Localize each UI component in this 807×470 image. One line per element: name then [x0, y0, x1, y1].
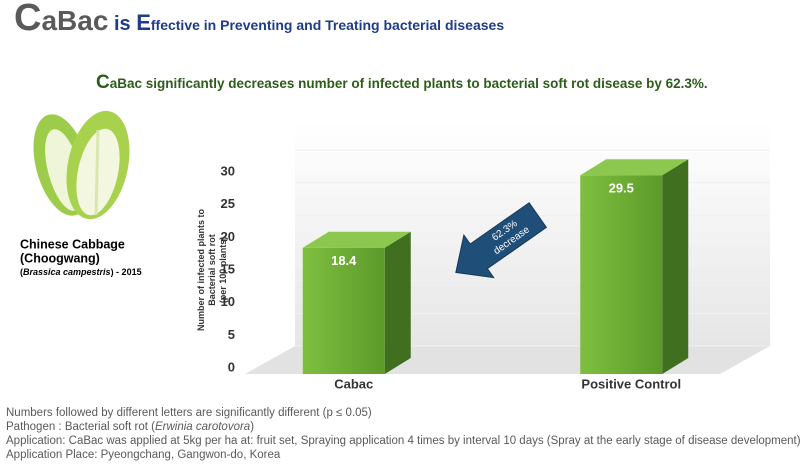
note: Pathogen : Bacterial soft rot (Erwinia c…: [6, 421, 254, 433]
bar-front: [580, 175, 663, 374]
note: Numbers followed by different letters ar…: [6, 407, 372, 419]
y-axis-label-line: Number of infected plants to: [196, 209, 206, 332]
y-tick-label: 20: [221, 229, 235, 244]
species-part: ) - 2015: [111, 267, 142, 277]
y-tick-label: 0: [228, 359, 235, 374]
subtitle-part: aBac significantly decreases number of i…: [110, 76, 708, 91]
arrow-shape: [455, 202, 548, 279]
bar-side: [384, 231, 411, 374]
crop-name: (Choogwang): [20, 251, 100, 265]
y-tick-label: 5: [228, 327, 235, 342]
note: Application Place: Pyeongchang, Gangwon-…: [6, 449, 280, 461]
bar: [580, 159, 689, 374]
bar-side: [662, 159, 689, 374]
y-tick-label: 15: [221, 261, 235, 276]
x-tick-label: Positive Control: [581, 376, 681, 391]
y-tick-label: 25: [221, 196, 235, 211]
subtitle-part: C: [96, 72, 110, 93]
note-text: Pathogen : Bacterial soft rot (: [6, 421, 155, 433]
value-label: 29.5: [609, 181, 634, 196]
title-part: ffective in Preventing and Treating bact…: [151, 17, 504, 33]
bar-front: [302, 247, 385, 374]
title: CaBac is Effective in Preventing and Tre…: [14, 0, 504, 39]
cabbage-image: [33, 110, 130, 220]
bar: [302, 231, 411, 374]
title-part: E: [136, 10, 151, 35]
plot-area: 0 5 10 15 20 25 30 Number of infected plants to…: [196, 122, 770, 391]
note: Application: CaBac was applied at 5kg pe…: [6, 435, 801, 447]
note-text: Erwinia carotovora: [154, 421, 251, 433]
crop-species: (Brassica campestris) - 2015: [20, 267, 142, 277]
y-tick-label: 10: [221, 294, 235, 309]
title-part: aBac: [41, 5, 108, 36]
subtitle: CaBac significantly decreases number of …: [96, 72, 708, 93]
bar-top: [580, 159, 689, 176]
y-axis-label: Number of infected plants toBacterial so…: [196, 209, 228, 332]
note-text: Application Place: Pyeongchang, Gangwon-…: [6, 449, 281, 461]
species-part: Brassica campestris: [23, 267, 111, 277]
value-label: 18.4: [331, 253, 357, 268]
species-part: (: [20, 267, 23, 277]
bar-top: [302, 231, 411, 248]
y-tick-label: 30: [221, 163, 235, 178]
y-axis-label-line: Bacterial soft rot: [207, 234, 217, 306]
note-text: Numbers followed by different letters ar…: [6, 407, 372, 419]
title-part: C: [14, 0, 41, 39]
y-axis-label-line: (per 100 plants): [218, 237, 228, 304]
crop-name: Chinese Cabbage: [20, 237, 125, 251]
note-text: ): [250, 421, 255, 433]
title-part: is: [108, 13, 136, 35]
x-tick-label: Cabac: [334, 376, 373, 391]
note-text: Application: CaBac was applied at 5kg pe…: [6, 435, 801, 447]
